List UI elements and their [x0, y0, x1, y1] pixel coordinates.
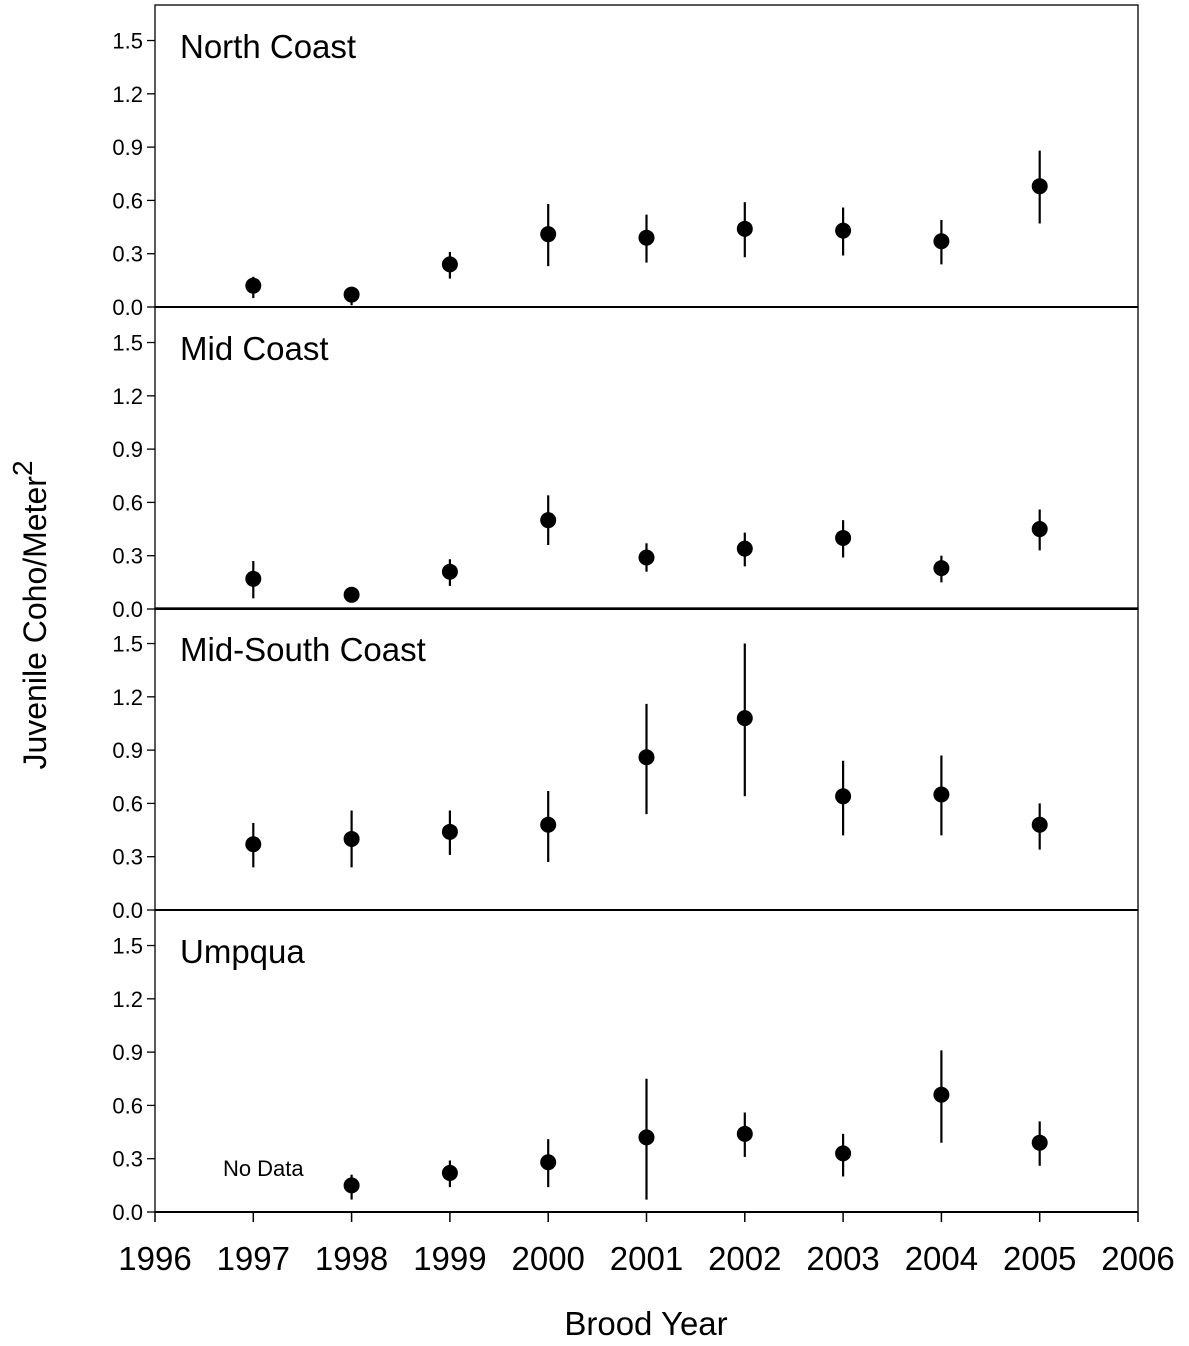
data-point [638, 549, 655, 566]
x-tick-label: 1998 [315, 1240, 388, 1277]
panel-mid-south-coast: 0.0 0.3 0.6 0.9 1.2 1.5 Mid-South Coast [112, 607, 1139, 923]
x-tick-label: 1996 [118, 1240, 191, 1277]
y-tick-label: 0.3 [112, 1147, 143, 1172]
y-tick-label: 1.5 [112, 632, 143, 657]
x-tick-label: 1997 [217, 1240, 290, 1277]
data-point [933, 233, 950, 250]
x-tick-label: 2005 [1003, 1240, 1076, 1277]
x-tick-label: 2002 [708, 1240, 781, 1277]
data-point [736, 220, 753, 237]
data-point [638, 749, 655, 766]
y-tick-label: 1.2 [112, 82, 143, 107]
data-point [245, 836, 262, 853]
y-tick-label: 0.9 [112, 738, 143, 763]
y-tick-label: 0.6 [112, 188, 143, 213]
y-tick-label: 1.2 [112, 384, 143, 409]
panel-north-coast: 0.0 0.3 0.6 0.9 1.2 1.5 North Coast [112, 4, 1139, 320]
data-point [441, 256, 458, 273]
data-point [540, 816, 557, 833]
data-point [835, 1145, 852, 1162]
data-point [441, 823, 458, 840]
panel-umpqua: 0.0 0.3 0.6 0.9 1.2 1.5 Umpqua No Data [112, 909, 1139, 1225]
y-tick-label: 0.6 [112, 1093, 143, 1118]
data-point [835, 529, 852, 546]
data-point [343, 1177, 360, 1194]
data-point [245, 277, 262, 294]
data-point [1031, 521, 1048, 538]
x-tick-label: 1999 [413, 1240, 486, 1277]
data-point [540, 1154, 557, 1171]
data-point [1031, 178, 1048, 195]
y-tick-label: 0.0 [112, 597, 143, 622]
data-point [736, 1125, 753, 1142]
y-tick-label: 1.2 [112, 685, 143, 710]
data-point [736, 710, 753, 727]
data-point [933, 560, 950, 577]
data-point [835, 788, 852, 805]
y-axis-label: Juvenile Coho/Meter2 [7, 460, 53, 769]
data-point [540, 226, 557, 243]
data-point [638, 1129, 655, 1146]
y-tick-label: 1.5 [112, 934, 143, 959]
y-tick-label: 1.5 [112, 29, 143, 54]
data-point [540, 512, 557, 529]
panel-title: Mid Coast [180, 330, 329, 367]
data-point [343, 286, 360, 303]
x-axis-label: Brood Year [564, 1305, 727, 1341]
y-tick-label: 0.0 [112, 1200, 143, 1225]
panel-title: Umpqua [180, 933, 305, 970]
y-tick-label: 0.9 [112, 135, 143, 160]
panel-annotation: No Data [223, 1156, 304, 1181]
data-point [245, 570, 262, 587]
y-tick-label: 0.0 [112, 898, 143, 923]
data-point [638, 229, 655, 246]
x-tick-label: 2003 [806, 1240, 879, 1277]
y-axis-label-superscript: 2 [7, 460, 38, 476]
y-tick-label: 0.6 [112, 791, 143, 816]
data-point [441, 563, 458, 580]
data-point [933, 786, 950, 803]
x-tick-label: 2004 [905, 1240, 978, 1277]
y-tick-label: 0.3 [112, 242, 143, 267]
data-point [933, 1086, 950, 1103]
data-point [343, 830, 360, 847]
panel-title: Mid-South Coast [180, 631, 426, 668]
data-point [441, 1164, 458, 1181]
y-tick-label: 0.3 [112, 544, 143, 569]
y-tick-label: 0.9 [112, 437, 143, 462]
y-tick-label: 1.5 [112, 331, 143, 356]
x-tick-label: 2006 [1101, 1240, 1174, 1277]
data-point [736, 540, 753, 557]
data-point [1031, 816, 1048, 833]
panel-title: North Coast [180, 28, 356, 65]
y-axis-label-main: Juvenile Coho/Meter [17, 476, 53, 770]
panel-mid-coast: 0.0 0.3 0.6 0.9 1.2 1.5 Mid Coast [112, 306, 1139, 622]
data-point [835, 222, 852, 239]
y-tick-label: 0.9 [112, 1040, 143, 1065]
x-tick-label: 2001 [610, 1240, 683, 1277]
x-tick-label: 2000 [511, 1240, 584, 1277]
data-point [343, 586, 360, 603]
y-tick-label: 1.2 [112, 987, 143, 1012]
y-tick-label: 0.3 [112, 845, 143, 870]
y-tick-label: 0.0 [112, 295, 143, 320]
data-point [1031, 1134, 1048, 1151]
y-tick-label: 0.6 [112, 490, 143, 515]
